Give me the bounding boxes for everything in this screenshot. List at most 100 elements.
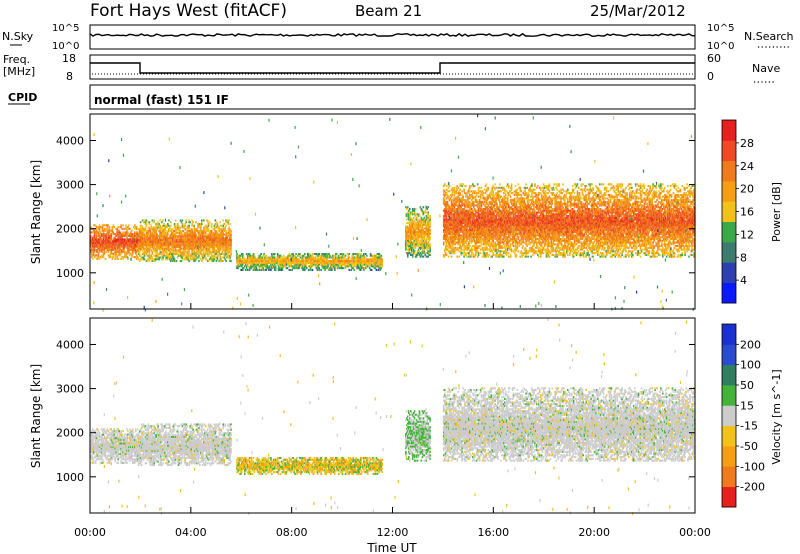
echo-cell	[146, 251, 149, 254]
echo-cell	[356, 254, 358, 257]
echo-cell	[321, 263, 323, 266]
echo-cell	[214, 240, 217, 243]
echo-cell	[274, 256, 276, 259]
echo-cell	[458, 227, 460, 230]
echo-cell	[347, 261, 350, 264]
echo-cell	[458, 225, 460, 228]
echo-cell	[92, 236, 94, 239]
echo-cell	[278, 260, 281, 263]
echo-cell	[484, 222, 487, 225]
echo-cell	[411, 222, 414, 225]
echo-cell	[413, 213, 416, 216]
echo-cell	[186, 226, 189, 229]
echo-cell	[171, 237, 174, 240]
echo-cell	[341, 261, 344, 264]
echo-cell	[103, 233, 106, 236]
echo-cell	[352, 254, 354, 257]
echo-cell	[254, 256, 257, 259]
echo-cell	[465, 246, 467, 249]
echo-cell	[454, 225, 457, 228]
echo-cell	[128, 243, 130, 246]
echo-cell	[408, 232, 410, 235]
echo-cell	[452, 215, 455, 218]
echo-cell	[121, 240, 123, 243]
echo-cell	[416, 220, 419, 223]
echo-cell	[490, 243, 492, 246]
echo-cell	[204, 235, 207, 238]
echo-cell	[481, 193, 484, 196]
echo-cell	[148, 242, 151, 245]
echo-cell	[245, 267, 248, 270]
echo-cell	[413, 232, 416, 235]
echo-cell	[167, 256, 169, 259]
echo-cell	[269, 267, 271, 270]
echo-cell	[454, 204, 457, 207]
echo-cell	[445, 245, 448, 248]
echo-cell	[209, 233, 212, 236]
echo-cell	[175, 245, 178, 248]
echo-cell	[452, 220, 455, 223]
echo-cell	[228, 254, 230, 257]
echo-cell	[477, 223, 480, 226]
echo-cell	[98, 224, 101, 227]
echo-cell	[470, 248, 472, 251]
echo-cell	[473, 229, 475, 232]
echo-cell	[115, 240, 117, 243]
echo-cell	[150, 254, 153, 257]
echo-cell	[444, 252, 447, 255]
echo-cell	[207, 223, 210, 226]
echo-cell	[485, 222, 488, 225]
echo-cell	[113, 236, 116, 239]
echo-cell	[479, 239, 482, 242]
echo-cell	[134, 241, 136, 244]
echo-cell	[492, 234, 494, 237]
echo-cell	[442, 215, 445, 218]
echo-cell	[243, 258, 245, 261]
echo-cell	[490, 211, 492, 214]
echo-cell	[358, 260, 360, 263]
echo-cell	[467, 246, 469, 249]
echo-cell	[461, 190, 463, 193]
echo-cell	[476, 215, 479, 218]
echo-cell	[477, 252, 480, 255]
echo-cell	[217, 238, 220, 241]
echo-cell	[151, 244, 154, 247]
echo-cell	[463, 227, 465, 230]
echo-cell	[248, 253, 251, 256]
echo-cell	[407, 243, 409, 246]
echo-cell	[474, 229, 477, 232]
echo-cell	[292, 258, 294, 261]
echo-cell	[303, 265, 305, 268]
echo-cell	[215, 256, 218, 259]
echo-cell	[176, 249, 179, 252]
echo-cell	[145, 219, 148, 222]
echo-cell	[413, 241, 416, 244]
echo-cell	[98, 240, 101, 243]
echo-cell	[478, 216, 481, 219]
echo-cell	[343, 260, 346, 263]
echo-cell	[281, 260, 284, 263]
echo-cell	[174, 249, 177, 252]
echo-cell	[226, 238, 228, 241]
echo-cell	[178, 231, 181, 234]
echo-cell	[419, 220, 422, 223]
echo-cell	[420, 234, 423, 237]
echo-cell	[120, 226, 122, 229]
echo-cell	[475, 238, 478, 241]
echo-cell	[488, 195, 491, 198]
echo-cell	[471, 208, 473, 211]
echo-cell	[337, 258, 340, 261]
echo-cell	[466, 248, 468, 251]
echo-cell	[468, 215, 470, 218]
echo-cell	[324, 260, 326, 263]
echo-cell	[420, 218, 423, 221]
echo-cell	[117, 234, 119, 237]
echo-cell	[451, 209, 454, 212]
echo-cell	[187, 240, 189, 243]
echo-cell	[343, 263, 346, 266]
echo-cell	[414, 230, 417, 233]
echo-cell	[455, 232, 458, 235]
echo-cell	[425, 234, 428, 237]
echo-cell	[154, 237, 156, 240]
echo-cell	[411, 218, 414, 221]
